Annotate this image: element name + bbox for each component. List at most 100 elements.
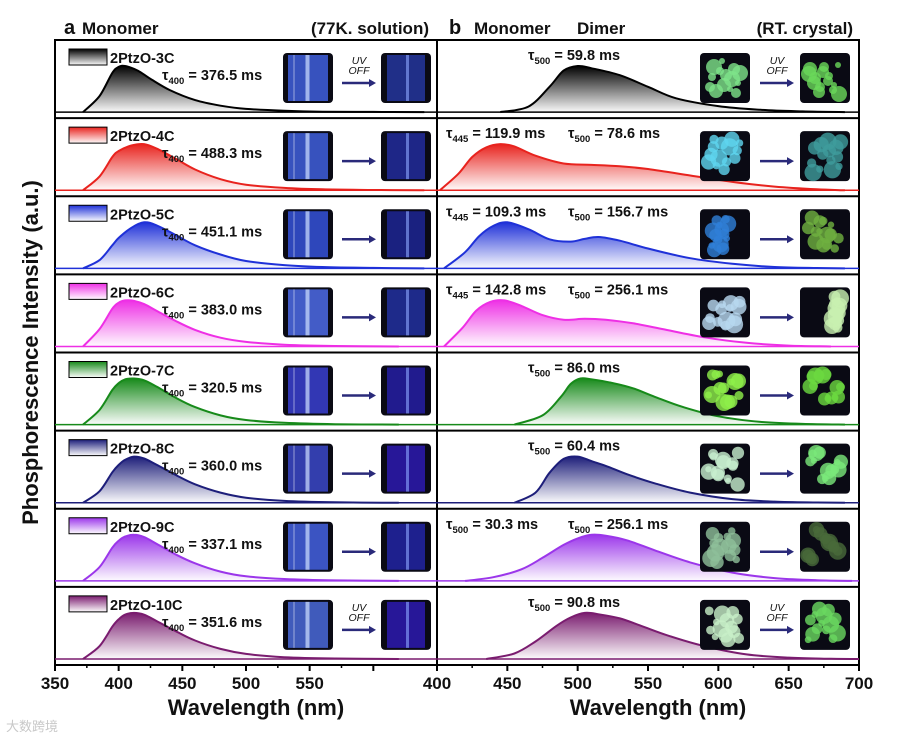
legend-label: 2PtzO-6C xyxy=(110,285,175,301)
photo-uv-off xyxy=(381,365,431,416)
panel-b-row-7: τ500 = 30.3 ms τ500 = 256.1 ms xyxy=(446,517,850,572)
spectrum-fill xyxy=(83,65,425,113)
photo-uv-on xyxy=(283,521,333,572)
panel-letter-b: b xyxy=(449,17,461,39)
photo-uv-off xyxy=(381,287,431,338)
photo-uv-on xyxy=(283,443,333,494)
uv-label-line2: OFF xyxy=(767,65,789,77)
spectrum-line xyxy=(439,143,845,192)
tau-label-b: τ500 = 90.8 ms xyxy=(528,595,620,614)
photo-uv-on xyxy=(283,131,333,182)
spectrum-fill xyxy=(444,300,831,347)
uv-off-arrow xyxy=(342,547,376,556)
legend-label: 2PtzO-5C xyxy=(110,207,175,223)
photo-uv-on xyxy=(283,287,333,338)
panel-b-title-monomer: Monomer xyxy=(474,19,551,38)
photo-crystal-uv-off xyxy=(800,365,850,416)
spectrum-line xyxy=(443,221,845,270)
tau-label-b-monomer: τ445 = 119.9 ms xyxy=(446,126,545,145)
y-axis-label: Phosphorescence Intensity (a.u.) xyxy=(18,180,43,525)
watermark: 大数跨境 xyxy=(6,720,59,735)
panel-a-title: Monomer xyxy=(82,19,159,38)
uv-label-line2: OFF xyxy=(349,612,371,624)
legend-label: 2PtzO-10C xyxy=(110,598,183,614)
photo-uv-on xyxy=(283,53,333,103)
tau-label-a: τ400 = 351.6 ms xyxy=(162,615,262,634)
uv-off-arrow xyxy=(760,313,794,322)
spectrum-line xyxy=(82,221,425,270)
series-2PtzO-3C-b xyxy=(437,64,859,114)
panel-a-condition: (77K. solution) xyxy=(311,19,429,38)
spectrum-line xyxy=(82,455,399,504)
panel-b-row-3: τ445 = 109.3 ms τ500 = 156.7 ms xyxy=(446,204,850,260)
legend-swatch xyxy=(68,517,108,535)
series-2PtzO-6C-b xyxy=(437,299,859,348)
x-tick-label: 450 xyxy=(168,674,196,693)
photo-crystal-uv-on xyxy=(700,287,750,338)
panel-b-row-5: τ500 = 86.0 ms xyxy=(528,361,850,416)
legend-label: 2PtzO-9C xyxy=(110,520,175,536)
x-tick-label: 550 xyxy=(634,674,662,693)
series-2PtzO-9C-b xyxy=(437,533,859,582)
photo-uv-off xyxy=(381,53,431,103)
photo-crystal-uv-off xyxy=(800,599,850,650)
spectrum-fill xyxy=(500,65,845,113)
spectrum-fill xyxy=(486,612,859,659)
x-tick-label: 500 xyxy=(563,674,591,693)
uv-off-arrow xyxy=(342,469,376,478)
x-tick-label: 550 xyxy=(295,674,323,693)
panel-letter-a: a xyxy=(64,17,76,39)
series-2PtzO-5C-a xyxy=(55,221,437,270)
spectrum-line xyxy=(513,455,845,504)
uv-off-arrow xyxy=(342,625,376,634)
spectrum-fill xyxy=(83,534,399,581)
photo-crystal-uv-on xyxy=(700,599,750,650)
series-2PtzO-10C-b xyxy=(437,611,860,660)
photo-crystal-uv-off xyxy=(800,209,850,260)
series-2PtzO-4C-a xyxy=(55,142,437,192)
photo-uv-on xyxy=(283,365,333,416)
panel-b-row-2: τ445 = 119.9 ms τ500 = 78.6 ms xyxy=(446,126,850,182)
photo-crystal-uv-on xyxy=(700,131,750,182)
x-tick-label: 600 xyxy=(704,674,732,693)
tau-label-a: τ400 = 451.1 ms xyxy=(162,224,262,243)
uv-off-arrow xyxy=(760,235,794,244)
legend-label: 2PtzO-8C xyxy=(110,442,175,458)
photo-uv-off xyxy=(381,209,431,260)
photo-crystal-uv-on xyxy=(700,443,750,494)
panel-b-row-4: τ445 = 142.8 ms τ500 = 256.1 ms xyxy=(446,282,850,338)
uv-off-arrow xyxy=(760,547,794,556)
series-2PtzO-3C-a xyxy=(55,64,437,114)
x-tick-label: 450 xyxy=(493,674,521,693)
spectrum-line xyxy=(82,299,399,348)
tau-label-b-dimer: τ500 = 256.1 ms xyxy=(568,282,668,301)
photo-uv-off xyxy=(381,521,431,572)
photo-crystal-uv-on xyxy=(700,521,750,572)
legend-label: 2PtzO-7C xyxy=(110,364,175,380)
legend-label: 2PtzO-3C xyxy=(110,51,175,67)
spectrum-fill xyxy=(444,222,845,269)
spectrum-line xyxy=(82,611,399,660)
uv-label-line2: OFF xyxy=(349,65,371,77)
x-tick-label: 350 xyxy=(41,674,69,693)
spectrum-fill xyxy=(514,378,845,425)
x-tick-label: 400 xyxy=(104,674,132,693)
series-2PtzO-8C-b xyxy=(437,455,859,504)
x-axis: 350 400 450 500 550 Wavelength (nm) 400 450 500 5… xyxy=(41,665,873,720)
panel-b-title-dimer: Dimer xyxy=(577,19,626,38)
legend-swatch xyxy=(68,361,108,378)
spectrum-line xyxy=(443,299,831,348)
series-2PtzO-8C-a xyxy=(55,455,437,504)
tau-label-b: τ500 = 60.4 ms xyxy=(528,439,620,458)
spectrum-line xyxy=(464,533,853,582)
tau-label-a: τ400 = 337.1 ms xyxy=(162,537,262,556)
spectrum-line xyxy=(514,377,845,426)
uv-off-arrow xyxy=(342,313,376,322)
